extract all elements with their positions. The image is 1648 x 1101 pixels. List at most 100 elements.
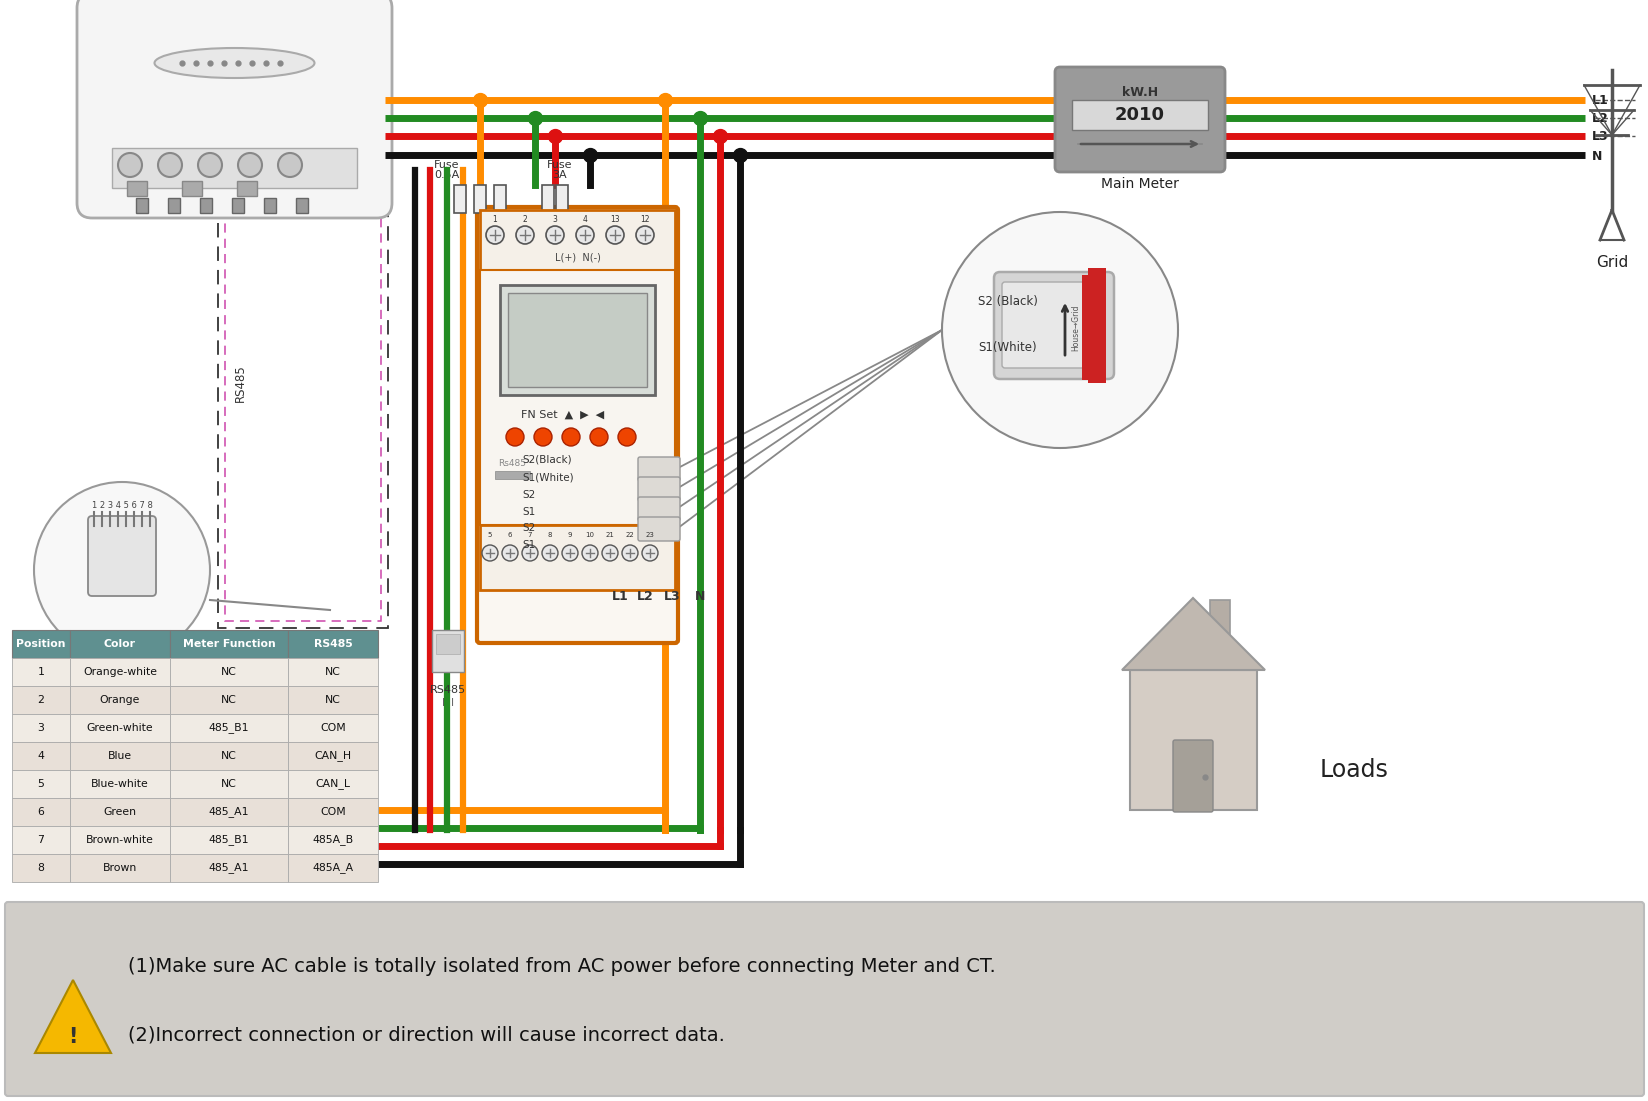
Bar: [12, 798, 69, 826]
Text: NC: NC: [325, 695, 341, 705]
Bar: [435, 634, 460, 654]
Bar: [69, 854, 170, 882]
Bar: [168, 198, 180, 212]
Text: COM: COM: [320, 807, 346, 817]
Text: NC: NC: [221, 667, 237, 677]
Bar: [170, 630, 288, 658]
Text: 10: 10: [585, 532, 595, 538]
Bar: [1088, 268, 1106, 383]
Text: 22: 22: [625, 532, 634, 538]
Bar: [12, 658, 69, 686]
Text: Fuse: Fuse: [547, 160, 572, 170]
Text: 485A_A: 485A_A: [311, 862, 353, 873]
Bar: [232, 198, 244, 212]
Text: NC: NC: [221, 695, 237, 705]
Text: Grid: Grid: [1595, 255, 1627, 270]
Text: S2(Black): S2(Black): [522, 455, 572, 465]
Text: NC: NC: [221, 751, 237, 761]
Bar: [297, 198, 308, 212]
Text: 8: 8: [547, 532, 552, 538]
Bar: [494, 185, 506, 212]
Text: NC: NC: [325, 667, 341, 677]
Text: (1)Make sure AC cable is totally isolated from AC power before connecting Meter : (1)Make sure AC cable is totally isolate…: [129, 958, 995, 977]
Bar: [480, 525, 674, 590]
Text: 6: 6: [38, 807, 44, 817]
Text: Brown: Brown: [102, 863, 137, 873]
Text: 485_A1: 485_A1: [209, 807, 249, 817]
Bar: [224, 145, 381, 621]
Text: 3: 3: [38, 723, 44, 733]
FancyBboxPatch shape: [87, 516, 157, 596]
Text: 3A: 3A: [552, 170, 567, 179]
Bar: [12, 854, 69, 882]
Text: RS485: RS485: [234, 364, 246, 402]
Circle shape: [641, 545, 658, 562]
Text: 12: 12: [639, 216, 649, 225]
Bar: [112, 148, 356, 188]
Text: L3: L3: [662, 590, 681, 603]
FancyBboxPatch shape: [1002, 282, 1088, 368]
FancyBboxPatch shape: [638, 517, 679, 541]
Circle shape: [481, 545, 498, 562]
Text: 1: 1: [493, 216, 498, 225]
Ellipse shape: [155, 48, 315, 78]
Text: FN Set  ▲  ▶  ◀: FN Set ▲ ▶ ◀: [521, 410, 603, 419]
Bar: [69, 826, 170, 854]
Polygon shape: [35, 980, 110, 1053]
Bar: [288, 854, 377, 882]
Text: S1: S1: [522, 539, 536, 550]
Bar: [12, 742, 69, 770]
Bar: [69, 798, 170, 826]
Bar: [288, 686, 377, 715]
Bar: [135, 198, 148, 212]
Text: 1: 1: [38, 667, 44, 677]
Text: House→Grid: House→Grid: [1071, 305, 1079, 351]
Bar: [1129, 671, 1256, 810]
Text: N: N: [1590, 150, 1602, 163]
Bar: [69, 770, 170, 798]
Bar: [473, 185, 486, 212]
Text: NC: NC: [221, 780, 237, 789]
Circle shape: [237, 153, 262, 177]
Text: L2: L2: [636, 590, 653, 603]
Text: 4: 4: [582, 216, 587, 225]
Bar: [69, 742, 170, 770]
Bar: [499, 285, 654, 395]
Bar: [170, 742, 288, 770]
Bar: [432, 630, 463, 672]
Circle shape: [198, 153, 222, 177]
Bar: [69, 715, 170, 742]
FancyBboxPatch shape: [1172, 740, 1213, 813]
Text: !: !: [68, 1027, 77, 1047]
Bar: [12, 715, 69, 742]
Bar: [288, 826, 377, 854]
Text: COM: COM: [320, 723, 346, 733]
Text: 6: 6: [508, 532, 513, 538]
Circle shape: [575, 226, 593, 244]
Text: L3: L3: [1590, 131, 1608, 143]
Text: Fuse: Fuse: [433, 160, 460, 170]
FancyBboxPatch shape: [994, 272, 1114, 379]
Circle shape: [605, 226, 623, 244]
FancyBboxPatch shape: [5, 902, 1643, 1095]
Text: Loads: Loads: [1318, 757, 1388, 782]
Circle shape: [621, 545, 638, 562]
Bar: [494, 471, 529, 479]
Circle shape: [542, 545, 557, 562]
Text: Green: Green: [104, 807, 137, 817]
Circle shape: [516, 226, 534, 244]
Text: S1(White): S1(White): [977, 341, 1037, 355]
Text: S2: S2: [522, 523, 536, 533]
Text: CAN_L: CAN_L: [315, 778, 351, 789]
Circle shape: [279, 153, 302, 177]
Bar: [12, 826, 69, 854]
Text: 23: 23: [644, 532, 654, 538]
Text: Blue-white: Blue-white: [91, 780, 148, 789]
Text: 485_B1: 485_B1: [209, 722, 249, 733]
Text: Color: Color: [104, 639, 135, 648]
FancyBboxPatch shape: [638, 477, 679, 501]
Text: 0.5A: 0.5A: [433, 170, 460, 179]
Bar: [170, 798, 288, 826]
Text: Position: Position: [16, 639, 66, 648]
Bar: [508, 293, 646, 386]
